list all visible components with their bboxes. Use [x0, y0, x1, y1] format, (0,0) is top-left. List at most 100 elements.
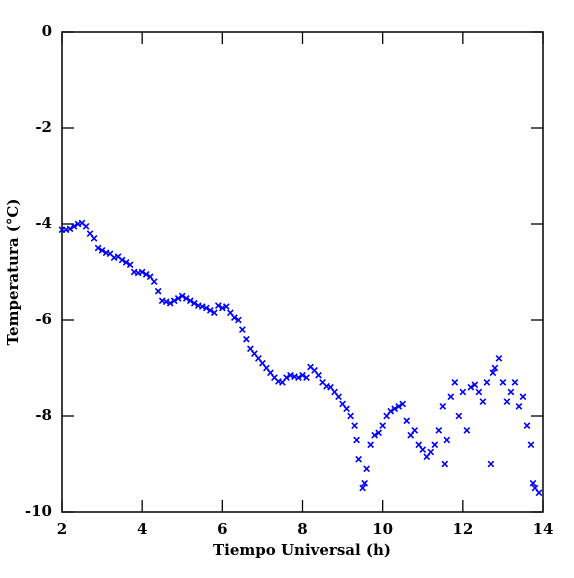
point	[230, 314, 238, 321]
point	[218, 304, 226, 312]
point	[214, 302, 222, 309]
point	[178, 292, 186, 300]
point	[283, 374, 290, 381]
point	[441, 460, 449, 468]
point	[523, 422, 531, 429]
point	[287, 371, 294, 379]
x-tick-label: 2	[57, 520, 67, 538]
point	[387, 407, 395, 415]
point	[507, 388, 515, 396]
point	[471, 381, 479, 389]
point	[299, 371, 306, 379]
y-tick-label: -10	[25, 502, 52, 520]
point	[535, 489, 543, 497]
point	[511, 379, 519, 386]
point	[122, 259, 130, 266]
point	[150, 278, 158, 285]
point	[154, 287, 162, 295]
point	[371, 431, 379, 439]
point	[202, 304, 210, 312]
point	[475, 388, 483, 396]
point	[186, 297, 194, 305]
point	[483, 379, 491, 386]
point	[70, 223, 78, 230]
point	[239, 326, 246, 333]
y-axis-label: Temperatura (°C)	[4, 199, 22, 346]
point	[455, 412, 463, 420]
point	[166, 299, 174, 307]
point	[98, 247, 106, 254]
point	[467, 383, 475, 391]
point	[347, 412, 354, 420]
point	[303, 374, 310, 381]
point	[210, 309, 218, 317]
point	[527, 441, 535, 449]
point	[222, 303, 230, 310]
x-tick-label: 14	[533, 520, 554, 538]
point	[359, 484, 366, 492]
point	[379, 422, 387, 429]
point	[499, 379, 507, 386]
point	[403, 417, 411, 425]
point	[174, 295, 182, 302]
point	[243, 335, 250, 343]
point	[395, 403, 403, 410]
point	[419, 446, 427, 453]
point	[170, 297, 178, 305]
point	[529, 479, 537, 487]
point	[443, 436, 451, 444]
point	[495, 355, 503, 362]
point	[355, 455, 362, 463]
point	[367, 441, 375, 449]
point	[118, 256, 126, 264]
x-tick-label: 8	[297, 520, 307, 538]
point	[459, 388, 467, 396]
point	[491, 364, 499, 372]
point	[375, 429, 383, 437]
point	[435, 427, 443, 434]
point	[353, 436, 360, 444]
point	[479, 398, 487, 405]
point	[451, 379, 459, 386]
y-tick-label: 0	[42, 22, 52, 40]
y-tick-label: -6	[35, 310, 52, 328]
x-tick-label: 4	[137, 520, 147, 538]
y-tick-label: -4	[35, 214, 52, 232]
point	[519, 393, 527, 401]
point	[411, 427, 419, 434]
x-tick-label: 6	[217, 520, 227, 538]
point	[126, 261, 134, 269]
y-tick-label: -2	[35, 118, 52, 136]
point	[198, 303, 206, 310]
point	[463, 427, 471, 434]
point	[206, 307, 214, 314]
point	[162, 298, 170, 306]
x-axis-label: Tiempo Universal (h)	[213, 541, 391, 559]
point	[94, 244, 102, 252]
point	[235, 316, 242, 324]
point	[82, 223, 90, 230]
point	[439, 403, 447, 410]
point	[427, 448, 435, 456]
point	[515, 403, 523, 410]
point	[142, 271, 150, 278]
point	[503, 398, 511, 405]
point	[487, 460, 495, 468]
point	[399, 400, 407, 408]
point	[295, 374, 302, 381]
point	[343, 405, 350, 413]
point	[431, 441, 439, 449]
point	[315, 371, 322, 379]
point	[447, 393, 455, 401]
point	[182, 295, 190, 302]
point	[489, 369, 497, 377]
point	[361, 479, 368, 487]
point	[351, 422, 358, 429]
x-tick-label: 12	[452, 520, 473, 538]
point	[138, 268, 146, 276]
x-tick-label: 10	[372, 520, 393, 538]
point	[90, 235, 98, 242]
point	[391, 405, 399, 413]
point	[335, 393, 342, 401]
